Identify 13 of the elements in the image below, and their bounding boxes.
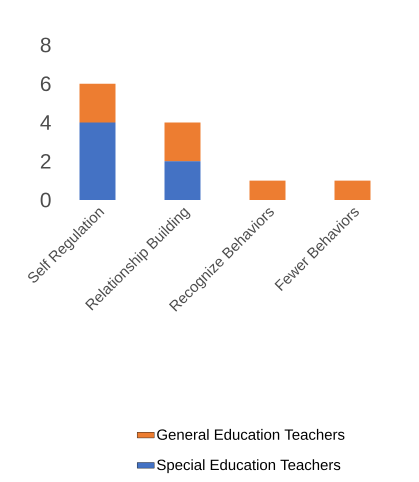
- bar: [164, 161, 200, 200]
- bar: [334, 180, 370, 200]
- y-tick-label: 4: [40, 115, 51, 130]
- bar: [80, 122, 116, 200]
- y-tick-label: 2: [40, 154, 50, 169]
- legend-label: Special Education Teachers: [157, 459, 340, 474]
- bar: [250, 180, 286, 200]
- legend-label: General Education Teachers: [157, 428, 344, 440]
- bar: [80, 84, 116, 122]
- y-tick-label: 6: [40, 76, 51, 92]
- y-tick-label: 8: [40, 38, 51, 52]
- bar: [164, 122, 200, 162]
- y-tick-label: 0: [40, 192, 51, 208]
